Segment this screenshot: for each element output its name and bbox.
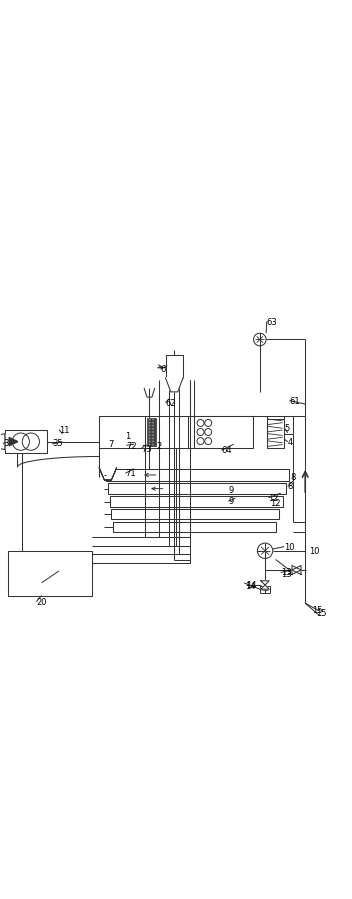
Text: 8: 8 bbox=[290, 473, 296, 482]
Text: 13: 13 bbox=[281, 568, 291, 577]
Text: 8: 8 bbox=[288, 482, 293, 491]
Polygon shape bbox=[144, 388, 155, 397]
Circle shape bbox=[149, 441, 150, 442]
Circle shape bbox=[152, 428, 154, 430]
Circle shape bbox=[152, 444, 154, 445]
Text: 1: 1 bbox=[125, 432, 131, 441]
Circle shape bbox=[149, 444, 150, 445]
Text: 3: 3 bbox=[3, 440, 8, 449]
Circle shape bbox=[149, 428, 150, 430]
Text: 12: 12 bbox=[270, 499, 281, 508]
Circle shape bbox=[149, 434, 150, 436]
Text: 10: 10 bbox=[309, 547, 319, 556]
Text: 13: 13 bbox=[281, 570, 291, 579]
Polygon shape bbox=[9, 438, 18, 446]
Text: 63: 63 bbox=[267, 317, 277, 326]
Text: 20: 20 bbox=[36, 598, 47, 607]
Text: 71: 71 bbox=[125, 469, 136, 478]
Bar bbox=[5, 431, 47, 453]
Bar bbox=[147, 418, 156, 446]
Bar bbox=[8, 551, 92, 596]
Bar bbox=[108, 484, 286, 494]
Polygon shape bbox=[292, 565, 301, 574]
Circle shape bbox=[152, 438, 154, 439]
Circle shape bbox=[149, 422, 150, 423]
Text: 9: 9 bbox=[228, 485, 234, 494]
Bar bbox=[106, 468, 289, 481]
Text: 5: 5 bbox=[284, 424, 289, 433]
Circle shape bbox=[149, 419, 150, 420]
Bar bbox=[113, 521, 276, 532]
Text: 10: 10 bbox=[284, 544, 295, 553]
Bar bbox=[99, 416, 253, 448]
Polygon shape bbox=[292, 565, 301, 574]
Text: 14: 14 bbox=[246, 581, 256, 591]
Text: 4: 4 bbox=[288, 438, 293, 447]
Text: 6: 6 bbox=[160, 365, 166, 374]
Polygon shape bbox=[165, 378, 183, 392]
Bar bbox=[260, 586, 270, 593]
Text: 7: 7 bbox=[108, 441, 113, 450]
Bar bbox=[111, 509, 279, 520]
Circle shape bbox=[152, 419, 154, 420]
Text: 72: 72 bbox=[126, 441, 137, 450]
Circle shape bbox=[149, 425, 150, 426]
Bar bbox=[109, 496, 283, 507]
Text: 62: 62 bbox=[165, 399, 176, 408]
Text: 73: 73 bbox=[141, 445, 152, 454]
Text: 14: 14 bbox=[245, 582, 256, 591]
Text: 35: 35 bbox=[52, 440, 63, 449]
Text: 11: 11 bbox=[59, 426, 69, 435]
Polygon shape bbox=[99, 467, 117, 480]
Text: 64: 64 bbox=[221, 447, 232, 456]
Circle shape bbox=[149, 438, 150, 439]
Text: 9: 9 bbox=[228, 497, 234, 506]
Circle shape bbox=[152, 434, 154, 436]
Polygon shape bbox=[0, 433, 5, 450]
Bar bbox=[165, 355, 183, 378]
Text: 61: 61 bbox=[289, 396, 300, 405]
Polygon shape bbox=[261, 581, 269, 585]
Text: 15: 15 bbox=[316, 610, 326, 619]
Bar bbox=[267, 419, 284, 449]
Circle shape bbox=[152, 422, 154, 423]
Circle shape bbox=[152, 441, 154, 442]
Text: 12: 12 bbox=[269, 494, 279, 503]
Text: 15: 15 bbox=[312, 606, 323, 615]
Circle shape bbox=[152, 425, 154, 426]
Text: 2: 2 bbox=[157, 441, 162, 450]
Polygon shape bbox=[261, 585, 269, 589]
